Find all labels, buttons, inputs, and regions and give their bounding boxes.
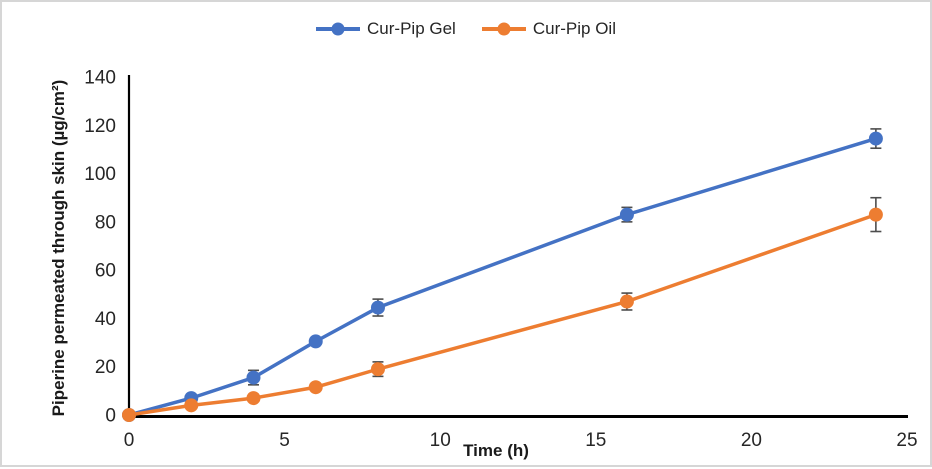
oil-series-marker-icon — [481, 21, 526, 36]
x-tick-label: 10 — [430, 430, 451, 451]
x-tick-label: 15 — [585, 430, 606, 451]
series-line-cur-pip-gel — [127, 136, 878, 417]
series-line-cur-pip-oil — [127, 212, 878, 417]
legend-item-cur-pip-gel: Cur-Pip Gel — [316, 20, 456, 37]
x-axis-title: Time (h) — [463, 441, 529, 460]
data-point-marker-cur-pip-oil — [246, 391, 261, 406]
data-point-marker-cur-pip-gel — [370, 300, 385, 315]
data-point-marker-cur-pip-gel — [619, 207, 634, 222]
data-point-marker-cur-pip-gel — [868, 131, 883, 146]
x-tick-label: 25 — [896, 430, 917, 451]
data-point-marker-cur-pip-oil — [308, 380, 323, 395]
data-point-marker-cur-pip-gel — [246, 370, 261, 385]
data-point-marker-cur-pip-oil — [619, 294, 634, 309]
data-point-marker-cur-pip-oil — [868, 207, 883, 222]
y-tick-label: 100 — [84, 164, 116, 185]
data-point-marker-cur-pip-oil — [370, 362, 385, 377]
gel-legend-dot — [331, 22, 345, 35]
legend-label-gel: Cur-Pip Gel — [367, 19, 456, 38]
y-tick-label: 80 — [95, 212, 116, 233]
legend-label-oil: Cur-Pip Oil — [532, 19, 616, 38]
legend-item-cur-pip-oil: Cur-Pip Oil — [481, 19, 616, 38]
y-axis-title: Piperine permeated through skin (µg/cm²) — [49, 79, 68, 417]
oil-legend-dot — [497, 22, 511, 35]
data-point-marker-cur-pip-oil — [122, 408, 136, 422]
y-tick-label: 20 — [95, 357, 116, 378]
data-point-marker-cur-pip-oil — [184, 398, 199, 413]
x-tick-label: 20 — [741, 430, 762, 451]
y-tick-label: 0 — [105, 406, 116, 427]
y-tick-label: 40 — [95, 309, 116, 330]
x-tick-label: 5 — [279, 430, 290, 451]
y-tick-label: 140 — [84, 68, 116, 89]
data-point-marker-cur-pip-gel — [308, 334, 323, 349]
gel-series-marker-icon — [316, 21, 361, 36]
x-tick-label: 0 — [124, 430, 135, 451]
legend: Cur-Pip Gel Cur-Pip Oil — [2, 20, 930, 37]
y-tick-label: 60 — [95, 261, 116, 282]
y-tick-label: 120 — [84, 116, 116, 137]
